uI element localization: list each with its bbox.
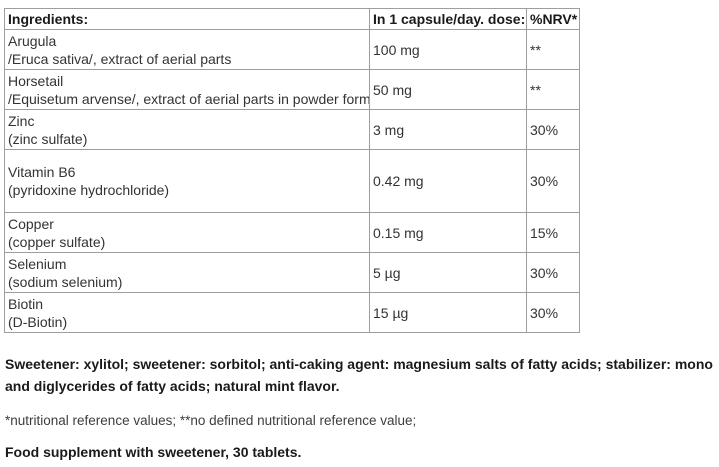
ingredient-name: Arugula <box>8 32 57 49</box>
dose-cell: 0.15 mg <box>369 212 527 253</box>
notes-section: Sweetener: xylitol; sweetener: sorbitol;… <box>5 353 719 461</box>
nrv-cell: 30% <box>526 109 580 150</box>
ingredient-name-cell: Zinc (zinc sulfate) <box>4 109 370 150</box>
dose-cell: 3 mg <box>369 109 527 150</box>
ingredient-detail: /Eruca sativa/, extract of aerial parts <box>8 50 232 67</box>
ingredient-detail: (sodium selenium) <box>8 273 123 290</box>
nrv-cell: 15% <box>526 212 580 253</box>
table-row-copper: Copper (copper sulfate) 0.15 mg 15% <box>4 212 580 253</box>
table-row-selenium: Selenium (sodium selenium) 5 µg 30% <box>4 252 580 293</box>
dose-cell: 5 µg <box>369 252 527 293</box>
dose-cell: 50 mg <box>369 69 527 110</box>
table-row-horsetail: Horsetail /Equisetum arvense/, extract o… <box>4 69 580 110</box>
dose-cell: 0.42 mg <box>369 149 527 213</box>
nrv-cell: 30% <box>526 292 580 333</box>
table-row-biotin: Biotin (D-Biotin) 15 µg 30% <box>4 292 580 333</box>
ingredient-name: Zinc <box>8 112 35 129</box>
supplement-facts-page: Ingredients: In 1 capsule/day. dose: %NR… <box>0 8 719 467</box>
additives-text: Sweetener: xylitol; sweetener: sorbitol;… <box>5 356 713 394</box>
supplement-description: Food supplement with sweetener, 30 table… <box>5 444 302 460</box>
ingredient-name: Horsetail <box>8 72 64 89</box>
nrv-footnote: *nutritional reference values; **no defi… <box>5 413 417 428</box>
col-header-ingredients: Ingredients: <box>4 8 370 30</box>
ingredient-name: Biotin <box>8 295 44 312</box>
dose-cell: 100 mg <box>369 29 527 70</box>
ingredient-detail: (copper sulfate) <box>8 233 106 250</box>
ingredient-name-cell: Copper (copper sulfate) <box>4 212 370 253</box>
table-row-arugula: Arugula /Eruca sativa/, extract of aeria… <box>4 29 580 70</box>
ingredient-detail: (pyridoxine hydrochloride) <box>8 182 170 198</box>
ingredient-detail: (zinc sulfate) <box>8 130 88 147</box>
ingredient-name-cell: Selenium (sodium selenium) <box>4 252 370 293</box>
ingredient-name: Vitamin B6 <box>8 164 76 180</box>
ingredient-name-cell: Vitamin B6 (pyridoxine hydrochloride) <box>4 149 370 213</box>
col-header-dose: In 1 capsule/day. dose: <box>369 8 527 30</box>
ingredients-table: Ingredients: In 1 capsule/day. dose: %NR… <box>4 8 580 333</box>
ingredient-name-cell: Horsetail /Equisetum arvense/, extract o… <box>4 69 370 110</box>
ingredient-name: Selenium <box>8 255 67 272</box>
ingredient-name: Copper <box>8 215 54 232</box>
ingredient-name-cell: Arugula /Eruca sativa/, extract of aeria… <box>4 29 370 70</box>
ingredient-detail: /Equisetum arvense/, extract of aerial p… <box>8 90 370 107</box>
col-header-nrv: %NRV* <box>526 8 580 30</box>
nrv-cell: ** <box>526 69 580 110</box>
table-row-vitamin-b6: Vitamin B6 (pyridoxine hydrochloride) 0.… <box>4 149 580 213</box>
nrv-cell: 30% <box>526 252 580 293</box>
table-header-row: Ingredients: In 1 capsule/day. dose: %NR… <box>4 8 580 30</box>
ingredient-name-cell: Biotin (D-Biotin) <box>4 292 370 333</box>
ingredient-detail: (D-Biotin) <box>8 313 68 330</box>
dose-cell: 15 µg <box>369 292 527 333</box>
nrv-cell: 30% <box>526 149 580 213</box>
table-row-zinc: Zinc (zinc sulfate) 3 mg 30% <box>4 109 580 150</box>
nrv-cell: ** <box>526 29 580 70</box>
